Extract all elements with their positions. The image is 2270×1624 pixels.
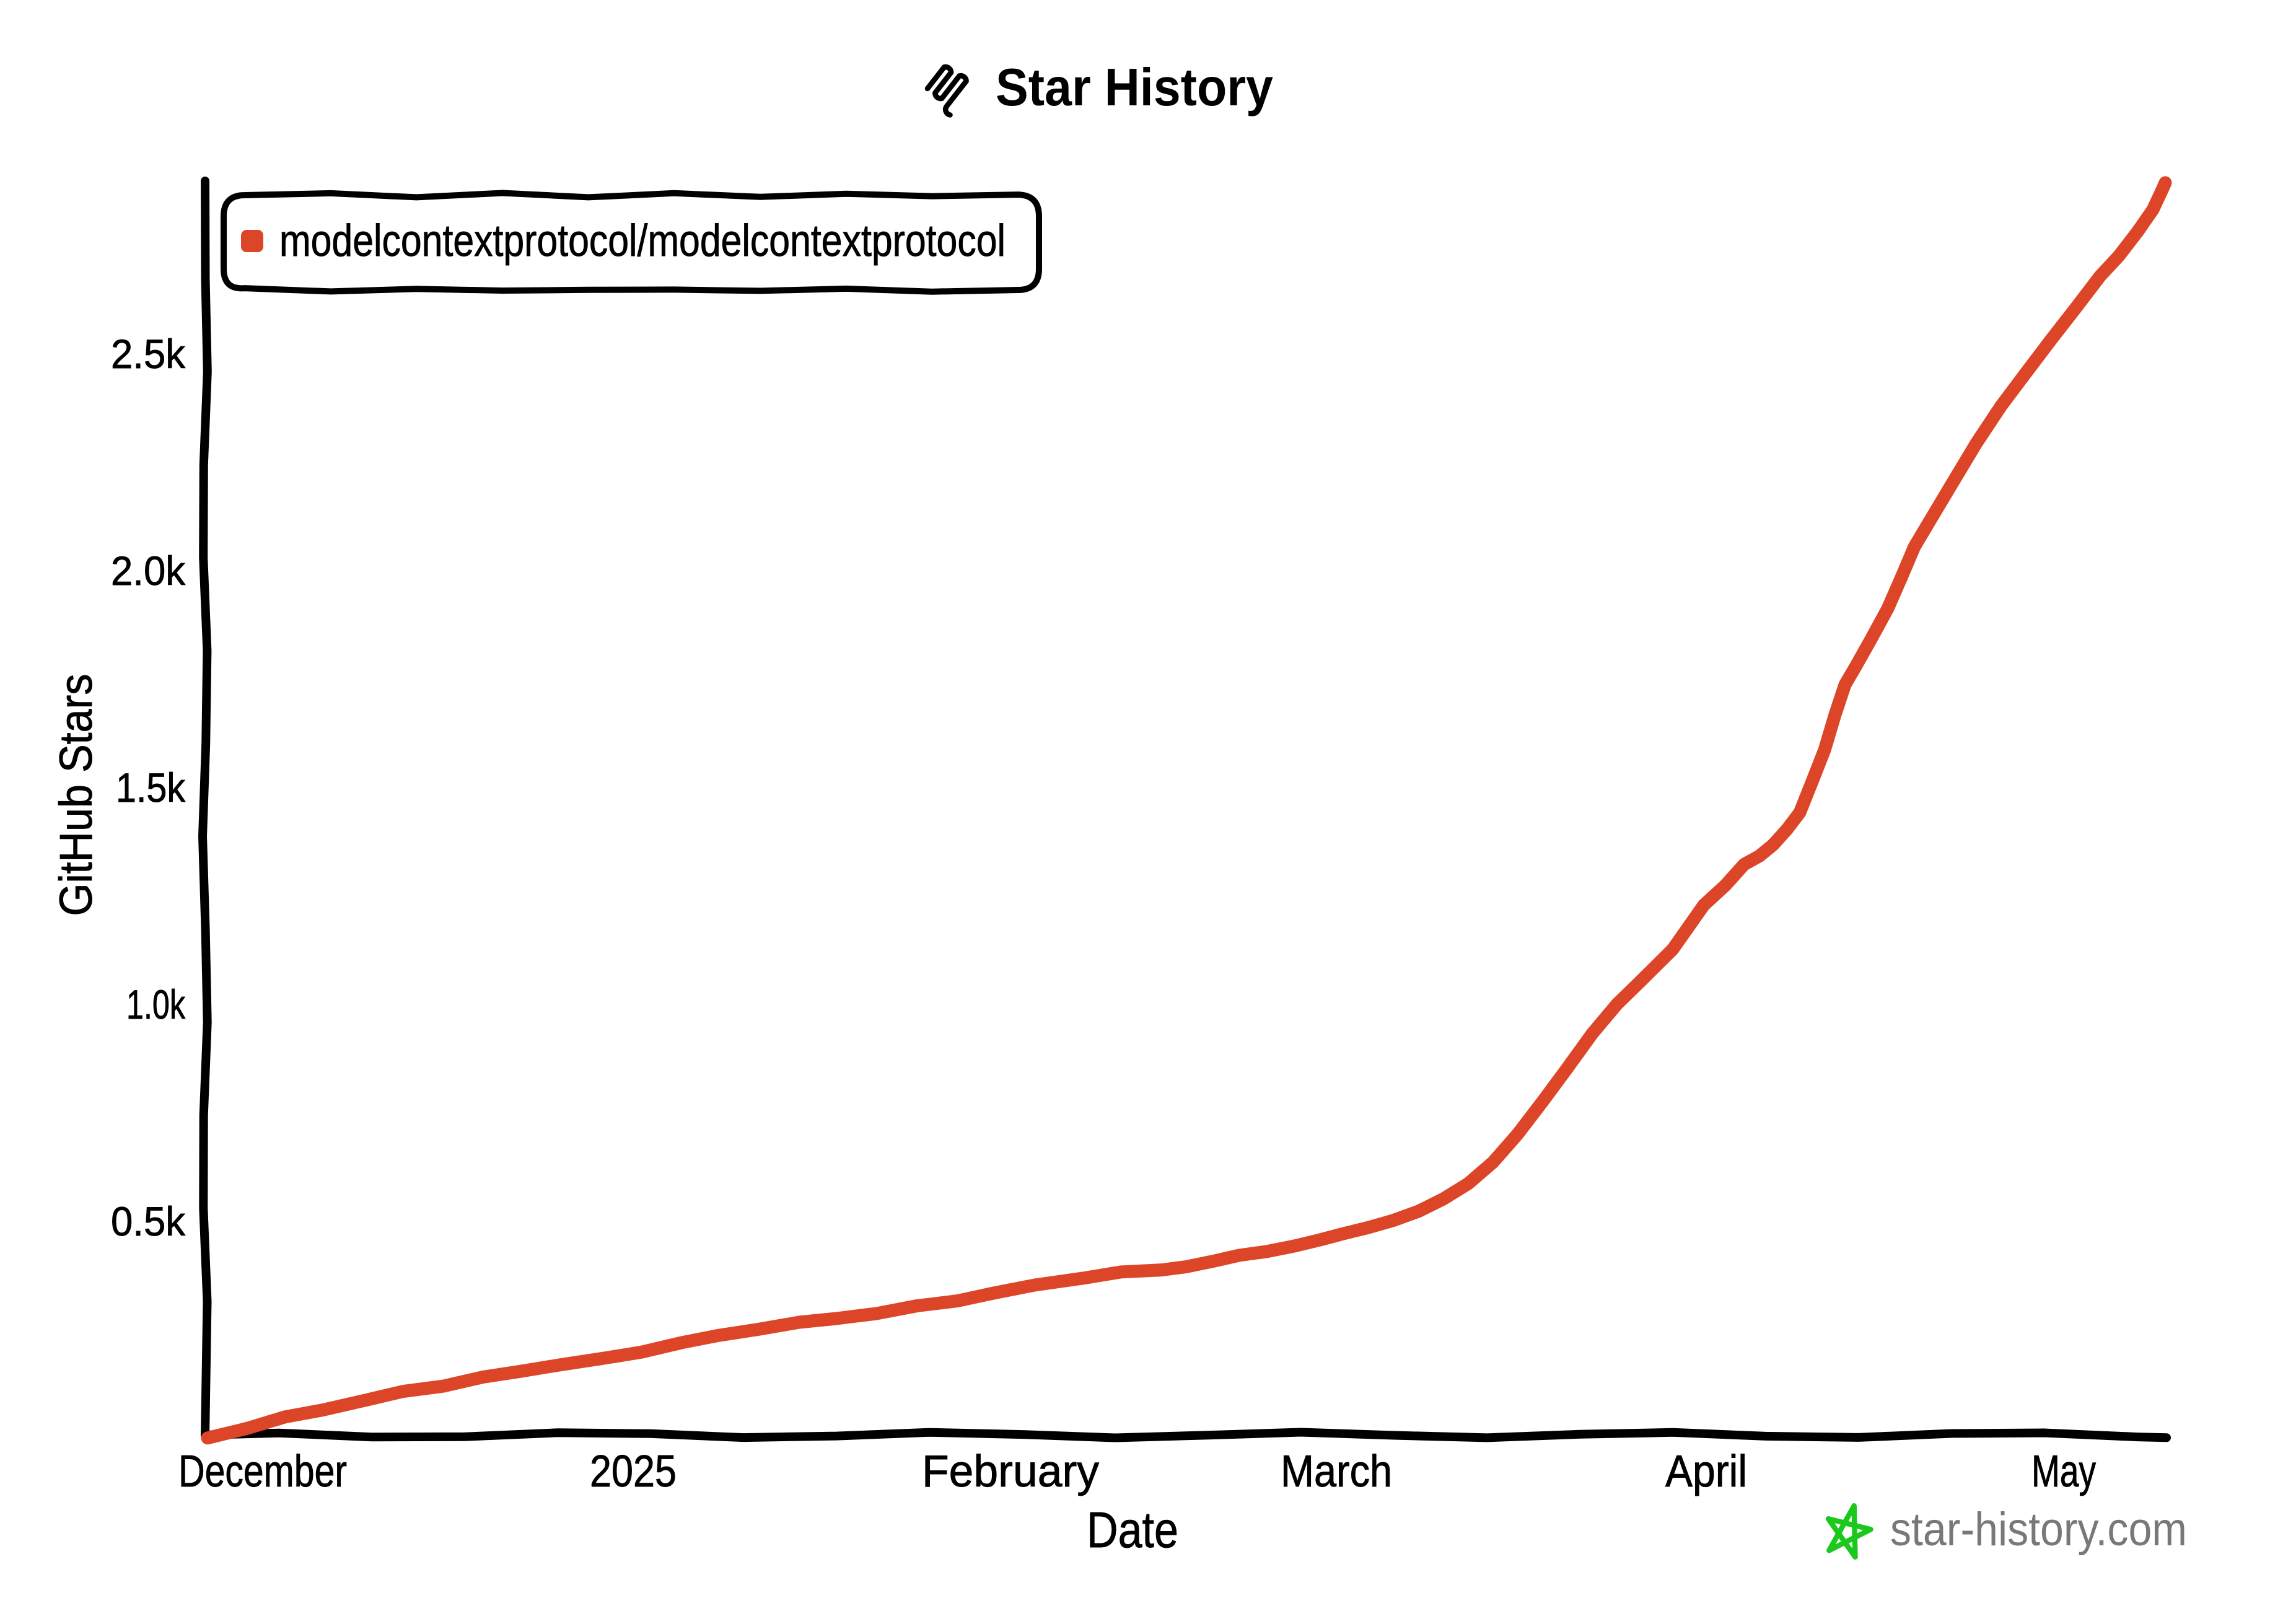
svg-text:modelcontextprotocol/modelcont: modelcontextprotocol/modelcontextprotoco…: [279, 216, 1006, 266]
svg-text:GitHub Stars: GitHub Stars: [50, 674, 102, 916]
svg-text:April: April: [1665, 1447, 1747, 1496]
svg-text:2.5k: 2.5k: [111, 331, 186, 377]
svg-text:2.0k: 2.0k: [111, 548, 186, 594]
svg-text:Date: Date: [1087, 1502, 1178, 1558]
svg-text:star-history.com: star-history.com: [1890, 1503, 2187, 1556]
svg-text:Star History: Star History: [996, 58, 1273, 117]
svg-text:0.5k: 0.5k: [111, 1198, 186, 1244]
svg-text:February: February: [922, 1447, 1099, 1496]
svg-text:December: December: [178, 1447, 347, 1496]
svg-text:May: May: [2031, 1447, 2096, 1496]
svg-text:2025: 2025: [590, 1447, 677, 1496]
svg-text:March: March: [1281, 1447, 1392, 1496]
svg-text:1.5k: 1.5k: [116, 765, 186, 810]
svg-text:1.0k: 1.0k: [126, 981, 186, 1027]
